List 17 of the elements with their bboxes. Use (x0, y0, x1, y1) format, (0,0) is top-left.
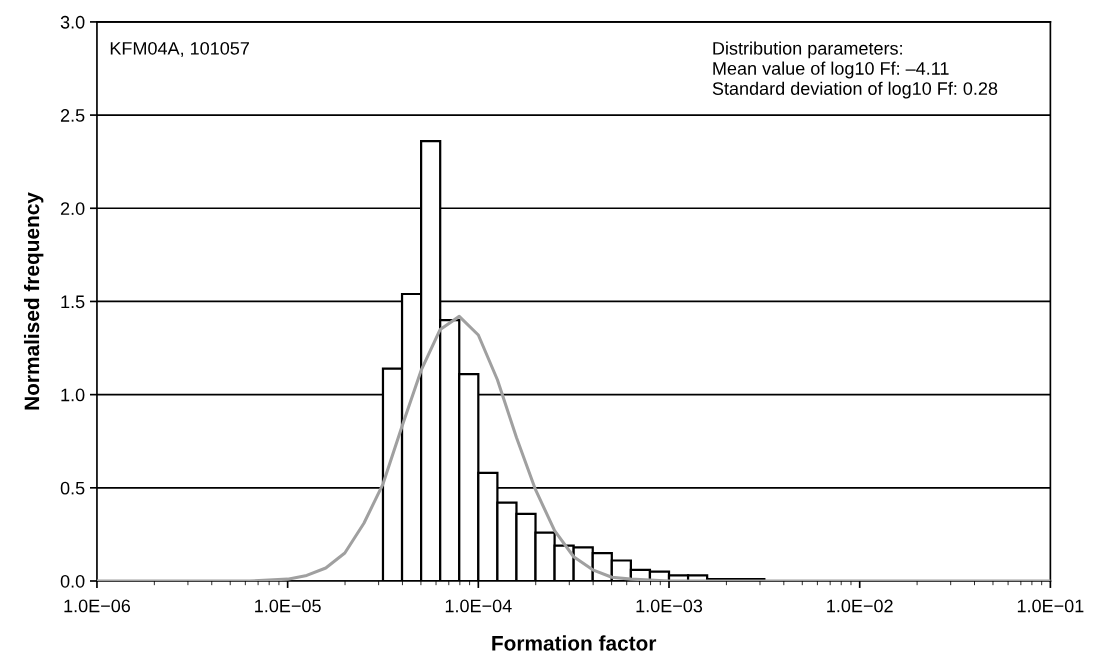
x-tick-label: 1.0E−02 (827, 599, 893, 613)
x-tick-label: 1.0E−01 (1017, 599, 1084, 613)
y-tick-label: 3.0 (60, 15, 85, 29)
y-tick-label: 1.5 (61, 295, 85, 309)
annotation: Distribution parameters: Mean value of log10 Ff: –4.11 Standard deviation of log10 Ff: 0.28 (712, 41, 998, 99)
x-tick-label: 1.0E−03 (636, 599, 703, 613)
y-tick-label: 0.5 (60, 481, 85, 495)
x-axis-title: Formation factor (492, 635, 657, 651)
y-axis-title: Normalised frequency (23, 192, 44, 410)
y-tick-label: 2.0 (60, 202, 85, 215)
y-tick-label: 2.5 (60, 109, 85, 122)
x-tick-label: 1.0E−05 (255, 599, 321, 613)
y-tick-label: 0.0 (60, 574, 85, 588)
x-tick-label: 1.0E−06 (64, 599, 131, 613)
x-tick-label: 1.0E−04 (445, 599, 512, 613)
y-tick-label: 1.0 (61, 388, 85, 402)
annotation: KFM04A, 101057 (110, 41, 249, 57)
